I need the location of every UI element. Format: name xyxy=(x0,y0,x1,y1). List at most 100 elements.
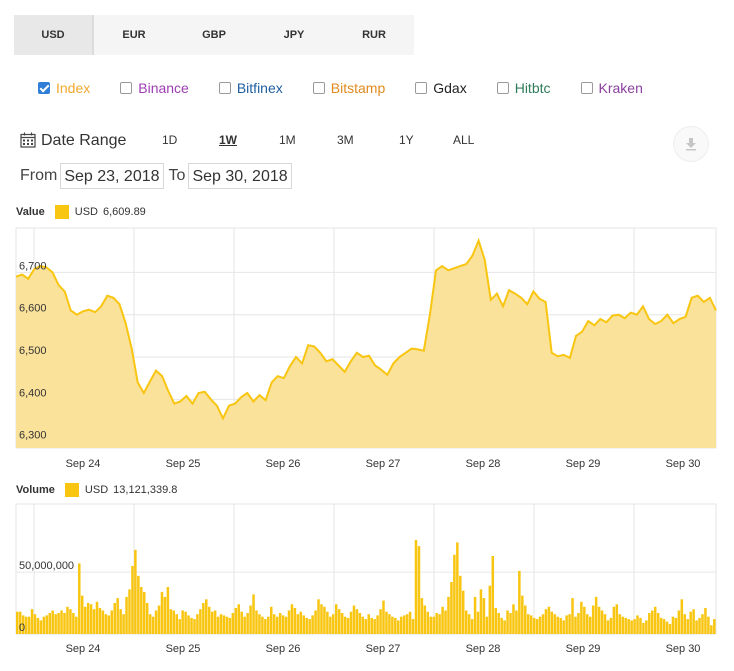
exchange-checkbox[interactable] xyxy=(120,82,133,94)
volume-bar xyxy=(272,614,276,634)
x-tick-label: Sep 24 xyxy=(66,458,101,470)
volume-bar xyxy=(586,614,589,634)
exchange-checkbox[interactable] xyxy=(415,82,428,94)
volume-bar xyxy=(352,605,356,634)
volume-bar xyxy=(178,619,181,634)
volume-bar xyxy=(361,616,365,634)
volume-bar xyxy=(683,614,687,634)
currency-tab-jpy[interactable]: JPY xyxy=(283,29,305,41)
volume-bar xyxy=(69,609,72,634)
x-tick-label: Sep 30 xyxy=(666,458,701,470)
volume-bar xyxy=(518,570,521,634)
volume-bar xyxy=(151,616,155,634)
volume-bar xyxy=(503,620,506,634)
x-tick-label: Sep 28 xyxy=(466,458,501,470)
volume-bar xyxy=(225,616,229,634)
currency-tab-rur[interactable]: RUR xyxy=(362,29,386,41)
exchange-checkbox[interactable] xyxy=(38,82,50,94)
volume-bar xyxy=(27,616,31,634)
volume-bar xyxy=(343,616,347,634)
volume-bar xyxy=(42,616,46,634)
exchange-index[interactable]: Index xyxy=(38,80,90,96)
volume-legend-swatch xyxy=(64,483,79,497)
volume-bar xyxy=(609,617,613,634)
volume-bar xyxy=(36,617,40,634)
volume-bar xyxy=(160,591,164,634)
volume-bar xyxy=(391,616,394,634)
volume-bar xyxy=(302,615,306,634)
volume-bar xyxy=(30,609,34,634)
exchange-bitstamp[interactable]: Bitstamp xyxy=(312,80,385,96)
volume-bar xyxy=(210,611,214,634)
volume-bar xyxy=(541,614,545,634)
volume-bar xyxy=(172,610,176,634)
volume-bar xyxy=(512,604,515,634)
range-button-3m[interactable]: 3M xyxy=(337,133,354,147)
volume-bar xyxy=(544,609,548,634)
exchange-checkbox[interactable] xyxy=(580,82,593,94)
volume-bar xyxy=(529,615,533,634)
volume-bar xyxy=(441,606,444,634)
exchange-binance[interactable]: Binance xyxy=(120,80,189,96)
volume-bar xyxy=(157,605,161,634)
volume-bar xyxy=(597,606,601,634)
volume-bar xyxy=(659,617,663,634)
volume-bar xyxy=(432,616,435,634)
from-date-input[interactable]: Sep 23, 2018 xyxy=(60,163,164,189)
exchange-checkbox[interactable] xyxy=(218,82,231,94)
volume-bar xyxy=(461,590,465,634)
volume-bar xyxy=(379,609,382,634)
volume-bar xyxy=(163,596,167,634)
exchange-kraken[interactable]: Kraken xyxy=(580,80,643,96)
exchange-checkbox[interactable] xyxy=(496,82,509,94)
volume-bar xyxy=(63,613,66,634)
volume-bar xyxy=(205,599,208,634)
volume-bar xyxy=(154,610,158,634)
volume-bar xyxy=(143,591,146,634)
range-button-all[interactable]: ALL xyxy=(453,133,475,147)
range-button-1w[interactable]: 1W xyxy=(219,133,237,147)
date-range-title: Date Range xyxy=(41,132,127,149)
volume-bar xyxy=(364,619,368,634)
volume-bar xyxy=(45,615,49,634)
volume-bar xyxy=(92,609,96,634)
exchange-hitbtc[interactable]: Hitbtc xyxy=(496,80,551,96)
value-legend-label: Value xyxy=(16,206,45,218)
exchange-gdax[interactable]: Gdax xyxy=(415,80,467,96)
currency-tab-eur[interactable]: EUR xyxy=(122,29,146,41)
calendar-icon[interactable] xyxy=(20,132,36,148)
volume-bar xyxy=(645,620,648,634)
download-button[interactable] xyxy=(673,126,709,162)
volume-bar xyxy=(334,604,338,634)
volume-bar xyxy=(397,620,400,634)
volume-bar xyxy=(713,619,716,634)
volume-bar xyxy=(589,616,592,634)
volume-bar xyxy=(476,611,480,634)
volume-bar xyxy=(612,606,616,634)
exchange-checkbox[interactable] xyxy=(312,82,325,94)
currency-tab-usd[interactable]: USD xyxy=(14,15,94,55)
to-date-input[interactable]: Sep 30, 2018 xyxy=(188,163,292,189)
volume-bar xyxy=(314,610,317,634)
currency-tab-gbp[interactable]: GBP xyxy=(202,29,226,41)
volume-bar xyxy=(80,595,84,634)
volume-bar xyxy=(506,610,509,634)
range-button-1m[interactable]: 1M xyxy=(279,133,296,147)
volume-bar xyxy=(464,610,468,634)
exchange-bitfinex[interactable]: Bitfinex xyxy=(218,80,283,96)
volume-bar xyxy=(674,617,678,634)
volume-bar xyxy=(72,613,75,634)
range-button-1y[interactable]: 1Y xyxy=(399,133,414,147)
volume-bar xyxy=(556,616,560,634)
range-button-1d[interactable]: 1D xyxy=(162,133,178,147)
volume-bar xyxy=(113,603,116,634)
volume-bar xyxy=(633,619,636,634)
volume-bar xyxy=(148,614,152,634)
volume-bar xyxy=(429,616,433,634)
volume-bar xyxy=(299,611,303,634)
volume-bar xyxy=(270,606,273,634)
volume-bar xyxy=(332,614,335,634)
date-inputs: From Sep 23, 2018 To Sep 30, 2018 xyxy=(20,162,297,190)
volume-bar xyxy=(559,617,562,634)
exchange-filter: Index Binance Bitfinex Bitstamp Gdax Hitbtc Kr… xyxy=(38,80,643,96)
